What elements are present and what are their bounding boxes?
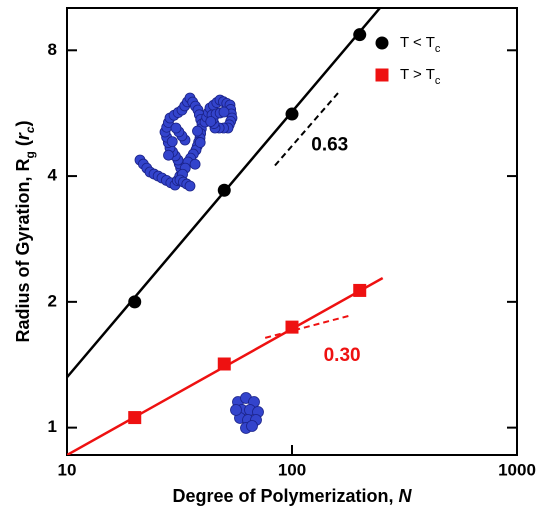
data-point [353,283,367,297]
polymer-bead [170,122,182,134]
polymer-bead [194,137,206,148]
polymer-bead [189,158,201,170]
polymer-bead [218,106,230,118]
data-point [285,107,299,121]
data-point [217,357,231,371]
data-point [353,28,367,42]
polymer-bead [166,136,178,148]
y-axis-label: Radius of Gyration, Rg (rc) [13,120,37,342]
polymer-bead [184,180,196,192]
slope-label: 0.63 [311,135,348,156]
y-label-part: ( [13,140,33,151]
slope-guide [264,314,353,339]
y-label-part: Radius of Gyration, R [13,159,33,343]
legend-subscript: c [435,43,441,55]
polymer-illustrations [134,92,264,434]
polymer-bead [192,125,203,137]
legend-name: T > T [400,66,435,83]
data-point [128,411,142,425]
data-point [285,320,299,334]
legend-marker [375,36,389,50]
data-point [217,183,231,197]
y-label-part: r [13,132,33,140]
polymer-bead [163,149,174,161]
x-tick-label: 100 [278,460,306,479]
y-tick-label: 1 [48,417,57,436]
legend-marker [375,68,389,82]
legend-label: T < Tc [400,34,441,55]
slope-guide [274,90,341,167]
y-label-part: g [23,151,37,158]
y-tick-label: 4 [48,166,58,185]
plot-frame [66,7,518,456]
y-tick-label: 8 [48,40,57,59]
x-tick-label: 1000 [498,460,536,479]
x-label-part: Degree of Polymerization, [172,486,398,506]
y-label-part: ) [13,120,33,126]
x-tick-label: 10 [58,460,77,479]
polymer-bead [205,116,217,127]
x-axis-label: Degree of Polymerization, N [172,486,412,506]
polymer-bead [246,420,258,432]
polymer-bead [230,404,242,416]
slope-label: 0.30 [324,345,361,366]
data-point [128,295,142,309]
legend-label: T > Tc [400,66,441,87]
legend-name: T < T [400,34,435,51]
x-label-part: N [399,486,413,506]
y-tick-label: 2 [48,291,57,310]
legend-subscript: c [435,75,441,87]
y-label-part: c [23,126,37,133]
